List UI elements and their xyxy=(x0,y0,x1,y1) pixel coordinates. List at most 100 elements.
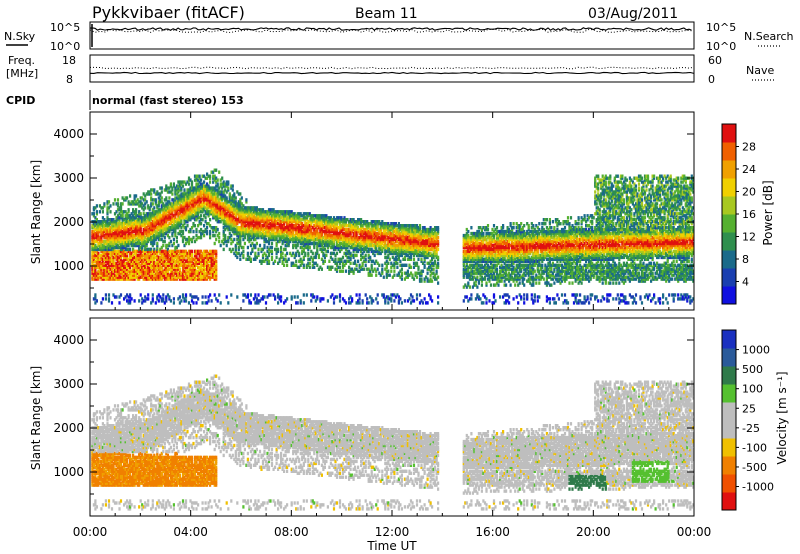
power-cell xyxy=(106,226,109,230)
power-cell xyxy=(201,251,204,256)
power-cell xyxy=(151,237,154,242)
power-cell xyxy=(372,224,375,228)
power-cell xyxy=(124,251,127,256)
power-cell xyxy=(360,222,363,226)
power-cell xyxy=(381,224,384,228)
power-cell xyxy=(237,220,240,224)
power-cell xyxy=(139,293,142,297)
power-cell xyxy=(246,235,249,240)
power-cell xyxy=(116,216,120,220)
power-cell xyxy=(277,249,280,254)
power-cell xyxy=(94,245,97,250)
power-cell xyxy=(169,265,172,269)
power-cell xyxy=(162,243,165,248)
power-cell xyxy=(175,196,178,200)
power-cell xyxy=(181,208,185,212)
power-cell xyxy=(192,222,195,226)
power-cell xyxy=(148,249,151,254)
power-cell xyxy=(240,222,243,226)
power-cell xyxy=(198,194,201,198)
power-cell xyxy=(118,277,121,281)
power-cell xyxy=(154,277,157,281)
power-cell xyxy=(218,204,221,208)
power-cell xyxy=(277,216,280,220)
power-cell xyxy=(165,224,168,228)
power-cell xyxy=(335,233,339,238)
power-cell xyxy=(101,263,104,267)
power-cell xyxy=(316,263,319,267)
power-cell xyxy=(135,265,138,269)
power-cell xyxy=(384,233,387,238)
power-cell xyxy=(379,235,382,240)
power-cell xyxy=(166,261,169,265)
power-cell xyxy=(215,263,218,267)
power-cell xyxy=(311,214,314,218)
power-cell xyxy=(159,200,162,204)
power-cell xyxy=(180,188,183,192)
power-cell xyxy=(218,186,221,190)
power-cell xyxy=(198,186,201,190)
power-cell xyxy=(138,222,141,226)
power-cell xyxy=(181,194,185,198)
power-cell xyxy=(249,233,252,238)
power-cell xyxy=(106,245,109,250)
power-cell xyxy=(150,229,153,234)
power-cell xyxy=(92,253,95,258)
power-cell xyxy=(113,220,117,224)
power-cell xyxy=(180,253,183,258)
power-cell xyxy=(209,174,212,178)
power-cell xyxy=(215,273,218,277)
power-cell xyxy=(106,220,109,224)
power-cell xyxy=(133,259,136,263)
power-cell xyxy=(180,251,183,256)
power-cell xyxy=(385,269,388,273)
power-cell xyxy=(109,267,112,271)
power-cell xyxy=(305,237,308,242)
power-cell xyxy=(156,214,159,218)
power-cell xyxy=(160,200,163,204)
power-cell xyxy=(112,257,115,261)
power-cell xyxy=(335,261,339,265)
power-cell xyxy=(142,208,145,212)
power-cell xyxy=(113,251,117,256)
power-cell xyxy=(177,218,180,222)
power-cell xyxy=(320,227,323,232)
power-cell xyxy=(258,212,262,216)
power-cell xyxy=(296,237,299,242)
power-cell xyxy=(189,261,192,265)
power-cell xyxy=(206,210,209,214)
power-cell xyxy=(275,233,278,238)
power-cell xyxy=(272,208,275,212)
power-cell xyxy=(263,216,266,220)
power-cell xyxy=(163,265,166,269)
power-cell xyxy=(169,255,172,260)
power-cell xyxy=(272,237,275,242)
power-cell xyxy=(165,299,168,303)
power-cell xyxy=(237,214,240,218)
power-cell xyxy=(266,227,269,232)
power-cell xyxy=(219,206,222,210)
power-cell xyxy=(124,247,127,252)
power-cell xyxy=(201,208,204,212)
power-cell xyxy=(187,237,191,242)
power-cell xyxy=(154,267,157,271)
power-cell xyxy=(107,229,111,234)
power-cell xyxy=(154,198,157,202)
power-cell xyxy=(200,257,203,261)
power-cell xyxy=(91,271,94,275)
power-cell xyxy=(150,249,153,254)
power-cell xyxy=(104,227,107,232)
power-cell xyxy=(147,229,150,234)
power-cell xyxy=(323,247,326,252)
power-cell xyxy=(130,229,133,234)
power-cell xyxy=(144,263,147,267)
freq-unit-label: [MHz] xyxy=(6,67,38,80)
power-cell xyxy=(370,224,373,228)
power-cell xyxy=(124,267,127,271)
power-cell xyxy=(181,263,185,267)
power-cell xyxy=(183,261,186,265)
power-cell xyxy=(121,231,124,236)
power-cell xyxy=(209,267,212,271)
power-cell xyxy=(290,233,293,238)
power-cell xyxy=(376,261,379,265)
